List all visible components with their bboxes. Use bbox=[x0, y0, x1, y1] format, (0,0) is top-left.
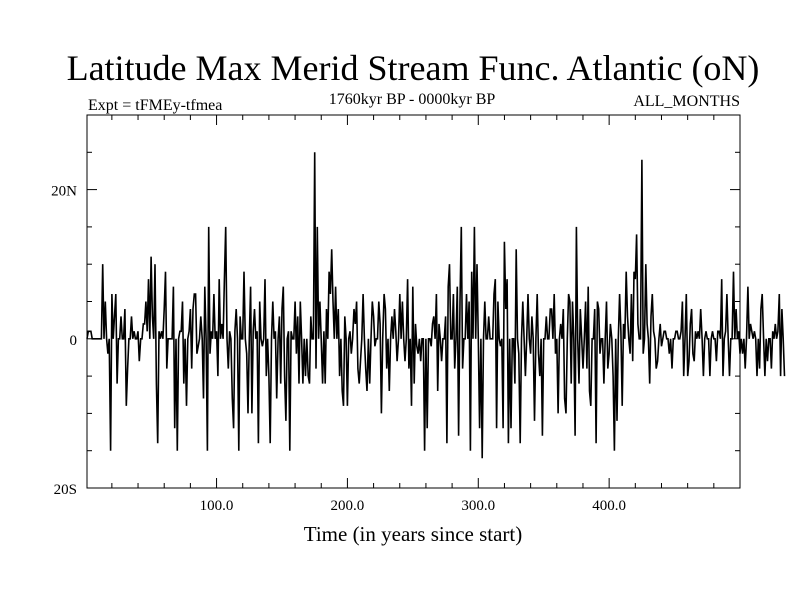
y-tick-label: 20N bbox=[51, 184, 77, 200]
chart-title: Latitude Max Merid Stream Func. Atlantic… bbox=[67, 48, 760, 88]
months-label: ALL_MONTHS bbox=[633, 93, 740, 110]
series-line bbox=[86, 152, 786, 459]
y-tick-label: 20S bbox=[54, 482, 77, 498]
x-tick-label: 400.0 bbox=[592, 498, 626, 514]
x-tick-label: 300.0 bbox=[461, 498, 495, 514]
time-range-label: 1760kyr BP - 0000kyr BP bbox=[329, 91, 496, 108]
experiment-label: Expt = tFMEy-tfmea bbox=[88, 97, 222, 114]
x-tick-label: 200.0 bbox=[331, 498, 365, 514]
x-axis-label: Time (in years since start) bbox=[304, 522, 523, 546]
x-tick-label: 100.0 bbox=[200, 498, 234, 514]
y-tick-label: 0 bbox=[70, 333, 78, 349]
